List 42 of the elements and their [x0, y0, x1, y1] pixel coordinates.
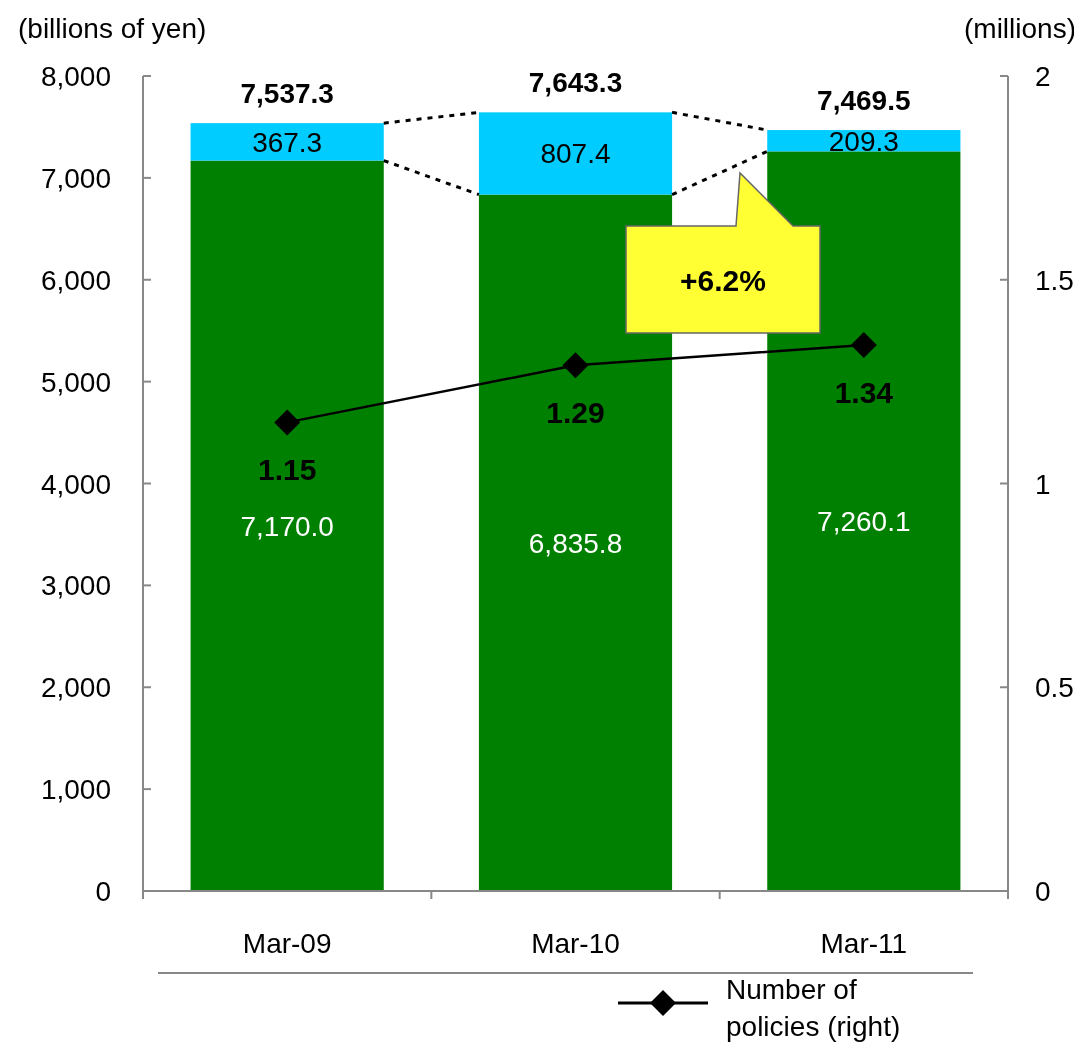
- y-tick-label: 8,000: [40, 61, 111, 92]
- bar: [767, 151, 961, 891]
- data-label: 7,260.1: [817, 506, 911, 538]
- y2-tick-label: 1.5: [1035, 264, 1074, 296]
- y-tick-label: 6,000: [40, 264, 111, 296]
- y2-axis-title: (millions): [964, 13, 1074, 44]
- data-label: 1.34: [834, 375, 894, 409]
- data-label: 1.29: [546, 396, 605, 430]
- bar: [478, 112, 673, 195]
- bar: [190, 160, 384, 891]
- annotation: +6.2%: [680, 264, 766, 297]
- bar: [478, 194, 673, 891]
- x-tick-label: Mar-10: [531, 928, 620, 959]
- y2-tick-label: 1: [1035, 468, 1051, 500]
- callout: +6.2%: [625, 171, 821, 334]
- data-label: 6,835.8: [528, 527, 623, 559]
- legend-label: Number of policies (right): [726, 974, 901, 1042]
- data-label: 7,170.0: [240, 510, 334, 542]
- y2-tick-label: 0.5: [1035, 672, 1074, 704]
- data-label: 209.3: [828, 125, 899, 157]
- y-tick-label: 1,000: [40, 774, 111, 806]
- x-tick-label: Mar-09: [242, 928, 332, 959]
- y-axis-title: (billions of yen): [18, 13, 207, 44]
- total-label: 7,537.3: [240, 78, 334, 110]
- y-tick-label: 0: [95, 876, 111, 907]
- total-label: 7,469.5: [817, 85, 911, 117]
- bar: [190, 123, 384, 161]
- data-label: 1.15: [257, 453, 317, 487]
- y-tick-label: 2,000: [40, 672, 111, 704]
- y-tick-label: 7,000: [40, 162, 111, 194]
- x-tick-label: Mar-11: [820, 928, 908, 959]
- point: [274, 409, 301, 436]
- y-tick-label: 5,000: [40, 366, 111, 398]
- total-label: 7,643.3: [528, 67, 623, 99]
- point: [562, 352, 589, 379]
- data-label: 807.4: [540, 138, 611, 170]
- y2-tick-label: 2: [1035, 61, 1051, 92]
- y-tick-label: 3,000: [40, 570, 111, 602]
- data-label: 367.3: [252, 126, 323, 158]
- point: [850, 331, 877, 358]
- y2-tick-label: 0: [1035, 876, 1051, 907]
- y-tick-label: 4,000: [40, 468, 111, 500]
